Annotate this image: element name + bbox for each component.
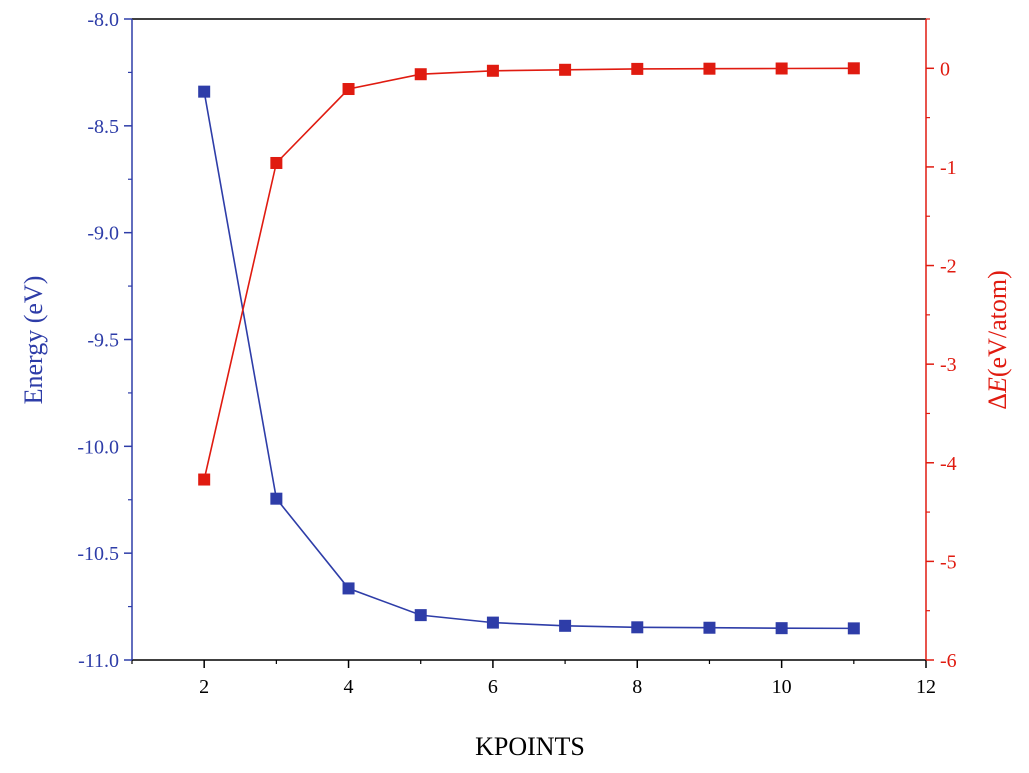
y-left-tick-label: -8.0 [87, 9, 119, 31]
x-axis: 2 4 6 8 10 12 [131, 660, 936, 698]
delta-e-point [559, 63, 572, 76]
delta-e-point [703, 62, 716, 75]
energy-point [270, 492, 283, 505]
delta-e-point [342, 83, 355, 96]
y-axis-right-title-italic: E [983, 377, 1012, 394]
y-axis-left: -8.0 -8.5 -9.0 -9.5 -10.0 -10.5 -11.0 [77, 9, 132, 672]
energy-point [342, 582, 355, 595]
y-right-tick-label: -3 [940, 354, 957, 376]
y-right-tick-label: 0 [940, 58, 950, 80]
x-tick-label: 2 [199, 676, 209, 698]
delta-e-point [198, 473, 211, 486]
x-tick-label: 6 [488, 676, 498, 698]
energy-point [486, 616, 499, 629]
y-axis-right-title-suffix: (eV/atom) [983, 270, 1012, 377]
x-tick-label: 8 [632, 676, 642, 698]
y-left-tick-label: -9.5 [87, 330, 119, 352]
delta-e-point [847, 62, 860, 75]
delta-e-point [414, 68, 427, 81]
delta-e-point [486, 64, 499, 77]
energy-point [631, 621, 644, 634]
x-tick-label: 10 [772, 676, 792, 698]
energy-point [559, 619, 572, 632]
y-right-tick-label: -6 [940, 650, 957, 672]
x-tick-label: 12 [916, 676, 936, 698]
y-left-tick-label: -10.0 [77, 436, 119, 458]
y-left-tick-label: -8.5 [87, 116, 119, 138]
delta-e-point [270, 156, 283, 169]
energy-point [198, 85, 211, 98]
energy-series-line [203, 91, 854, 630]
delta-e-series-line [203, 67, 854, 480]
delta-e-point [631, 62, 644, 75]
y-left-tick-label: -11.0 [78, 650, 119, 672]
y-right-tick-label: -5 [940, 551, 957, 573]
energy-point [414, 609, 427, 622]
energy-point [775, 622, 788, 635]
y-axis-right: 0 -1 -2 -3 -4 -5 -6 [926, 18, 957, 672]
x-tick-label: 4 [344, 676, 354, 698]
series-layer [198, 62, 860, 635]
y-right-tick-label: -2 [940, 256, 957, 278]
y-left-tick-label: -10.5 [77, 543, 119, 565]
x-axis-title: KPOINTS [475, 732, 585, 761]
y-left-tick-label: -9.0 [87, 223, 119, 245]
energy-point [847, 622, 860, 635]
y-axis-left-title: Energy (eV) [19, 276, 48, 405]
delta-e-point [775, 62, 788, 75]
y-axis-right-title-prefix: Δ [983, 393, 1012, 410]
energy-point [703, 621, 716, 634]
y-axis-right-title: ΔE(eV/atom) [983, 270, 1012, 409]
y-right-tick-label: -4 [940, 453, 957, 475]
y-right-tick-label: -1 [940, 157, 957, 179]
